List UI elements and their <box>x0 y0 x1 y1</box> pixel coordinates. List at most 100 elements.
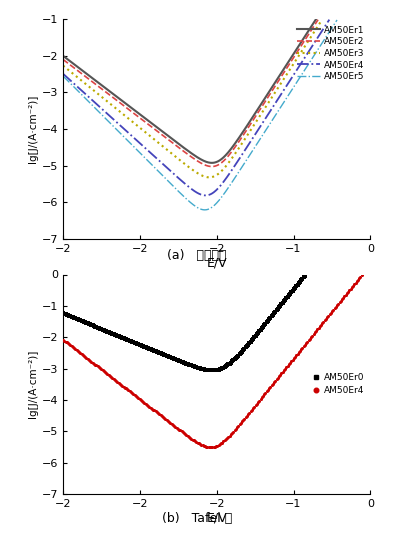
Point <box>118 380 124 389</box>
Point <box>297 346 303 355</box>
Point <box>213 366 219 374</box>
Point <box>243 343 249 352</box>
Point <box>273 375 280 384</box>
Legend: AM50Er0, AM50Er4: AM50Er0, AM50Er4 <box>311 372 366 397</box>
Point <box>227 431 233 440</box>
Point <box>166 352 172 361</box>
Point <box>145 344 151 352</box>
Point <box>317 322 323 331</box>
Point <box>318 321 324 329</box>
Point <box>166 418 172 427</box>
Point <box>270 379 276 388</box>
Point <box>282 295 288 304</box>
Point <box>194 363 201 372</box>
Point <box>287 358 293 367</box>
Point <box>124 385 130 394</box>
Point <box>228 358 234 367</box>
Point <box>164 351 170 360</box>
Point <box>190 435 196 444</box>
Point <box>209 366 216 375</box>
Y-axis label: lg[J/(A·cm⁻²)]: lg[J/(A·cm⁻²)] <box>28 95 37 163</box>
Point <box>275 305 281 313</box>
Text: (b)   Tafel 区: (b) Tafel 区 <box>162 512 232 525</box>
Point <box>333 302 339 311</box>
Point <box>325 311 331 320</box>
Point <box>240 416 246 424</box>
Point <box>290 286 296 295</box>
Point <box>236 420 243 429</box>
Point <box>175 424 181 433</box>
Point <box>114 331 121 340</box>
Point <box>186 433 192 441</box>
Point <box>132 338 138 347</box>
Point <box>218 365 224 373</box>
Point <box>160 350 166 358</box>
Point <box>202 365 208 374</box>
Point <box>157 349 164 357</box>
Point <box>113 330 119 339</box>
Point <box>77 316 84 325</box>
Point <box>109 373 115 382</box>
Point <box>136 395 143 404</box>
Y-axis label: lg[J/(A·cm⁻²)]: lg[J/(A·cm⁻²)] <box>28 350 37 418</box>
Point <box>93 323 100 332</box>
Point <box>134 339 140 348</box>
Point <box>63 311 70 320</box>
Point <box>85 319 91 328</box>
Point <box>249 336 255 345</box>
Point <box>251 333 258 341</box>
Point <box>106 371 112 379</box>
Point <box>204 442 211 451</box>
Point <box>86 320 92 328</box>
Point <box>97 364 103 373</box>
Point <box>204 366 211 374</box>
Point <box>250 334 256 343</box>
Point <box>152 407 159 416</box>
Point <box>302 340 308 349</box>
Point <box>75 347 81 356</box>
Point <box>258 393 265 402</box>
Point <box>182 358 188 367</box>
Point <box>130 390 137 399</box>
Point <box>241 344 247 353</box>
Point <box>173 355 180 364</box>
Point <box>143 343 149 351</box>
Point <box>110 374 117 383</box>
Point <box>217 440 223 449</box>
Point <box>308 333 314 341</box>
Point <box>133 392 139 401</box>
Point <box>235 351 242 360</box>
Point <box>198 365 204 373</box>
Point <box>180 358 186 367</box>
Point <box>181 358 187 367</box>
Point <box>266 384 272 393</box>
Point <box>322 316 328 325</box>
Point <box>65 311 71 320</box>
Point <box>123 335 129 344</box>
Point <box>119 333 125 342</box>
Point <box>97 324 103 333</box>
Point <box>357 272 364 281</box>
Point <box>70 313 76 322</box>
Point <box>303 339 309 348</box>
Point <box>173 423 180 432</box>
Point <box>291 354 297 362</box>
Point <box>228 430 234 439</box>
Point <box>233 354 239 362</box>
Point <box>87 320 93 329</box>
Point <box>108 373 114 382</box>
Point <box>103 369 110 378</box>
Point <box>155 409 161 418</box>
Point <box>220 437 227 446</box>
Point <box>85 355 91 363</box>
Point <box>150 346 156 355</box>
Point <box>87 356 93 365</box>
Point <box>266 315 272 324</box>
Point <box>186 360 192 369</box>
Point <box>280 367 286 376</box>
Point <box>277 371 283 379</box>
Point <box>184 432 191 440</box>
Point <box>67 312 74 321</box>
Point <box>294 349 301 358</box>
Point <box>76 316 82 324</box>
